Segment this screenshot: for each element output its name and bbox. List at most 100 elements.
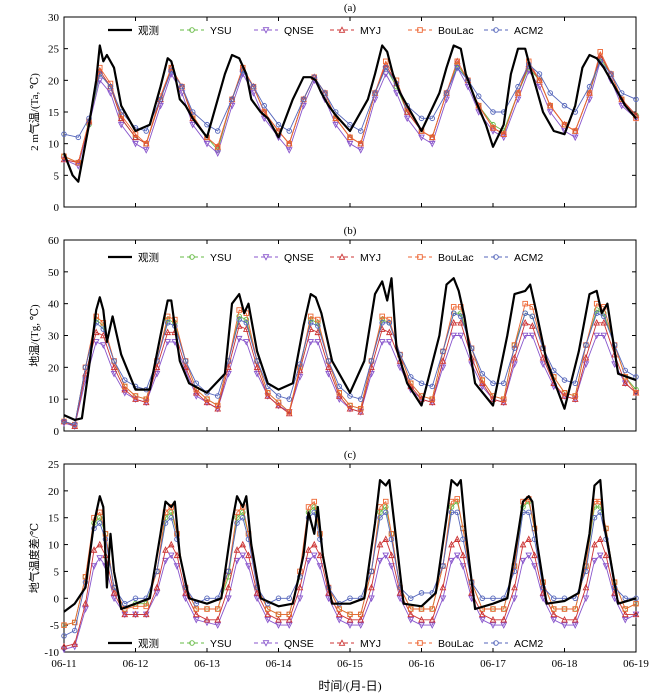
data-point — [382, 71, 390, 78]
data-point — [214, 128, 221, 134]
data-point — [551, 367, 557, 374]
data-point — [561, 606, 568, 612]
y-tick-label: -10 — [44, 647, 59, 659]
data-point — [182, 358, 189, 364]
x-tick-label: 06-16 — [409, 658, 435, 670]
series-qnse — [60, 332, 640, 431]
legend-label: MYJ — [360, 25, 381, 37]
data-point — [204, 121, 210, 128]
data-point — [597, 49, 604, 55]
data-point — [511, 345, 518, 351]
legend: 观测 YSU QNSE MYJ BouLac ACM2 — [108, 24, 543, 37]
y-tick-label: 10 — [48, 139, 60, 151]
data-point — [132, 395, 139, 402]
data-point — [316, 563, 324, 570]
data-point — [383, 498, 389, 505]
data-point — [75, 134, 82, 141]
data-point — [99, 342, 107, 349]
data-point — [107, 90, 114, 97]
data-point — [307, 320, 314, 326]
data-point — [132, 140, 139, 148]
data-point — [601, 313, 607, 320]
data-point — [550, 617, 558, 624]
series-myj — [60, 535, 640, 650]
data-point — [286, 140, 292, 147]
data-point — [296, 595, 304, 603]
data-point — [528, 322, 536, 329]
data-point — [296, 583, 304, 591]
data-point — [243, 320, 250, 326]
data-point — [385, 328, 393, 336]
data-point — [561, 121, 568, 128]
data-point — [633, 390, 639, 396]
data-point — [428, 622, 436, 629]
data-point — [245, 563, 252, 570]
data-point — [203, 615, 211, 623]
data-point — [453, 535, 461, 542]
data-point — [443, 96, 450, 104]
data-point — [99, 331, 107, 339]
data-point — [388, 563, 395, 570]
y-tick-label: 5 — [54, 170, 60, 182]
y-tick-label: -5 — [50, 620, 60, 632]
data-point — [511, 583, 518, 591]
data-point — [347, 402, 353, 409]
data-point — [71, 627, 78, 634]
data-point — [203, 140, 211, 148]
series-boulac — [61, 300, 639, 428]
data-point — [74, 163, 82, 170]
y-tick-label: 10 — [48, 540, 60, 552]
data-point — [382, 552, 390, 560]
data-point — [539, 361, 547, 368]
data-point — [204, 606, 210, 612]
data-point — [305, 504, 312, 510]
data-point — [297, 361, 303, 367]
data-point — [500, 131, 507, 137]
legend-label: MYJ — [360, 252, 381, 264]
data-point — [547, 90, 553, 96]
data-point — [157, 96, 164, 103]
series-line — [63, 277, 637, 421]
data-point — [214, 393, 221, 399]
data-point — [500, 134, 508, 142]
data-point — [192, 610, 200, 618]
y-tick-label: 15 — [48, 513, 60, 525]
series-line — [63, 322, 637, 427]
data-point — [382, 535, 390, 542]
data-point — [315, 316, 321, 323]
data-point — [325, 595, 332, 603]
data-point — [500, 606, 507, 612]
legend-label: 观测 — [138, 637, 159, 650]
data-point — [479, 370, 486, 377]
data-point — [143, 140, 149, 147]
data-point — [586, 83, 593, 90]
data-point — [633, 600, 639, 607]
data-point — [71, 422, 79, 429]
data-point — [428, 140, 436, 148]
data-point — [225, 595, 232, 603]
series-acm2 — [61, 310, 639, 428]
data-point — [418, 115, 425, 122]
legend-marker — [338, 253, 346, 260]
data-point — [500, 622, 508, 629]
data-point — [450, 332, 458, 340]
data-point — [336, 606, 343, 612]
data-point — [368, 358, 375, 364]
data-point — [448, 557, 455, 565]
data-point — [311, 498, 318, 505]
data-point — [117, 114, 125, 122]
data-point — [275, 611, 282, 618]
data-point — [357, 128, 364, 134]
data-point — [173, 563, 181, 570]
data-point — [275, 399, 282, 406]
data-point — [550, 610, 558, 618]
data-point — [153, 370, 161, 378]
legend-marker — [493, 27, 499, 33]
data-point — [347, 595, 353, 602]
data-point — [193, 606, 200, 612]
data-point — [153, 590, 161, 597]
data-point — [526, 509, 532, 516]
data-point — [214, 402, 221, 409]
data-point — [214, 404, 222, 412]
data-point — [593, 307, 600, 313]
